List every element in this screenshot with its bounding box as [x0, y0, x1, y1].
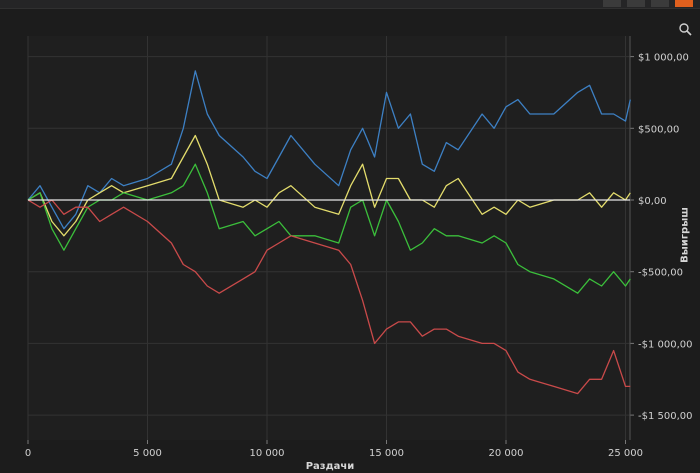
y-tick-label: -$1 500,00 [638, 411, 693, 422]
toolbar-button-2[interactable] [627, 0, 645, 7]
series-line-3 [27, 163, 631, 294]
y-tick-label: $1 000,00 [638, 53, 689, 64]
y-tick-label: -$500,00 [638, 268, 683, 279]
series-line-4 [27, 199, 631, 395]
magnifier-icon [679, 23, 692, 36]
x-tick-label: 5 000 [133, 448, 162, 459]
series-line-1 [27, 70, 631, 230]
x-tick-label: 20 000 [489, 448, 524, 459]
y-tick-label: $500,00 [638, 124, 679, 135]
toolbar-button-3[interactable] [651, 0, 669, 7]
y-tick-label: $0,00 [638, 196, 667, 207]
toolbar-button-4[interactable] [675, 0, 693, 7]
zoom-button[interactable] [678, 22, 694, 38]
top-toolbar [0, 0, 700, 9]
x-tick-label: 10 000 [250, 448, 285, 459]
y-axis-title: Выигрыш [679, 207, 691, 263]
y-axis-title-wrap: Выигрыш [673, 205, 697, 265]
y-tick-label: -$1 000,00 [638, 339, 693, 350]
x-tick-label: 25 000 [608, 448, 643, 459]
toolbar-button-1[interactable] [603, 0, 621, 7]
x-tick-label: 15 000 [369, 448, 404, 459]
x-axis-title: Раздачи [305, 461, 355, 472]
plot-area [28, 36, 630, 440]
x-tick-label: 0 [25, 448, 31, 459]
